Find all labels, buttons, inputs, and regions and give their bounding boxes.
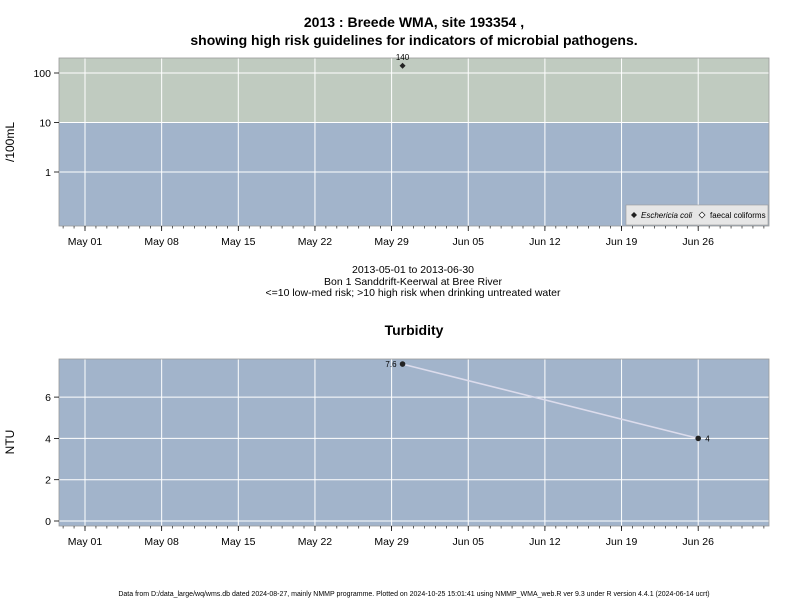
panel-border [58, 358, 770, 527]
legend-ecoli-marker [631, 212, 637, 218]
turbidity-title: Turbidity [385, 322, 444, 338]
risk-note: <=10 low-med risk; >10 high risk when dr… [265, 287, 561, 299]
panel-microbial-x-axis: May 01 May 08 May 15 May 22 May 29 Jun 05 Jun … [62, 226, 765, 248]
x-tick-label: May 08 [144, 236, 179, 248]
site-name: Bon 1 Sanddrift-Keerwal at Bree River [324, 276, 503, 288]
date-range: 2013-05-01 to 2013-06-30 [352, 264, 474, 276]
data-label: 7.6 [385, 360, 397, 369]
x-tick-label: Jun 26 [682, 236, 714, 248]
y-tick-label: 1 [45, 167, 51, 179]
x-tick-label: Jun 12 [529, 236, 561, 248]
series-line [402, 363, 699, 440]
panel-microbial-y-label: /100mL [3, 122, 17, 162]
x-tick-label: May 29 [374, 236, 409, 248]
x-tick-label: Jun 19 [606, 236, 638, 248]
turbidity-plot-area [59, 359, 769, 526]
y-tick-label: 6 [45, 392, 51, 404]
data-label: 4 [705, 434, 710, 443]
x-tick-label: Jun 05 [452, 236, 484, 248]
y-tick-label: 2 [45, 475, 51, 487]
legend-faecal-marker [698, 211, 706, 219]
chart-title-line1: 2013 : Breede WMA, site 193354 , [304, 14, 524, 30]
x-tick-label: May 15 [221, 236, 256, 248]
panel-border [58, 57, 770, 227]
y-tick-label: 100 [33, 68, 51, 80]
data-label: 140 [396, 53, 410, 62]
data-point [399, 62, 406, 69]
data-point [695, 435, 701, 442]
x-tick-label: May 01 [68, 236, 103, 248]
footer-note: Data from D:/data_large/wq/wms.db dated … [118, 591, 709, 598]
panel-microbial-marks: 140 [396, 53, 410, 69]
chart-title-line2: showing high risk guidelines for indicat… [190, 32, 637, 48]
x-tick-label: Jun 12 [529, 536, 561, 548]
panel-turbidity-y-axis: 0 2 4 6 [45, 392, 59, 528]
zone-high-risk [59, 58, 769, 122]
panel-turbidity: 0 2 4 6 May 01 May 08 May 15 May 22 May 29 Jun 0… [3, 358, 770, 548]
x-tick-label: May 22 [298, 236, 333, 248]
y-tick-label: 0 [45, 516, 51, 528]
panel-turbidity-y-label: NTU [3, 430, 17, 455]
panel-turbidity-x-axis: May 01 May 08 May 15 May 22 May 29 Jun 05 Jun … [62, 526, 765, 548]
panel-microbial: 1 10 100 May 01 May 08 May 15 May 22 May 29 Jun… [3, 53, 770, 248]
legend-faecal-label: faecal coliforms [710, 211, 766, 220]
panel-microbial-y-axis: 1 10 100 [33, 68, 59, 179]
data-point [399, 361, 406, 367]
panel-microbial-grid [58, 57, 770, 227]
legend: Eschericia coli faecal coliforms [625, 204, 769, 226]
x-tick-label: May 15 [221, 536, 256, 548]
panel-turbidity-grid [58, 358, 770, 527]
x-tick-label: May 01 [68, 536, 103, 548]
y-tick-label: 4 [45, 433, 51, 445]
x-tick-label: May 29 [374, 536, 409, 548]
legend-box [625, 204, 769, 226]
legend-ecoli-label: Eschericia coli [641, 211, 692, 220]
x-tick-label: May 08 [144, 536, 179, 548]
x-tick-label: Jun 05 [452, 536, 484, 548]
x-tick-label: Jun 26 [682, 536, 714, 548]
panel-turbidity-marks: 7.64 [385, 360, 710, 443]
y-tick-label: 10 [39, 118, 51, 130]
x-tick-label: May 22 [298, 536, 333, 548]
x-tick-label: Jun 19 [606, 536, 638, 548]
